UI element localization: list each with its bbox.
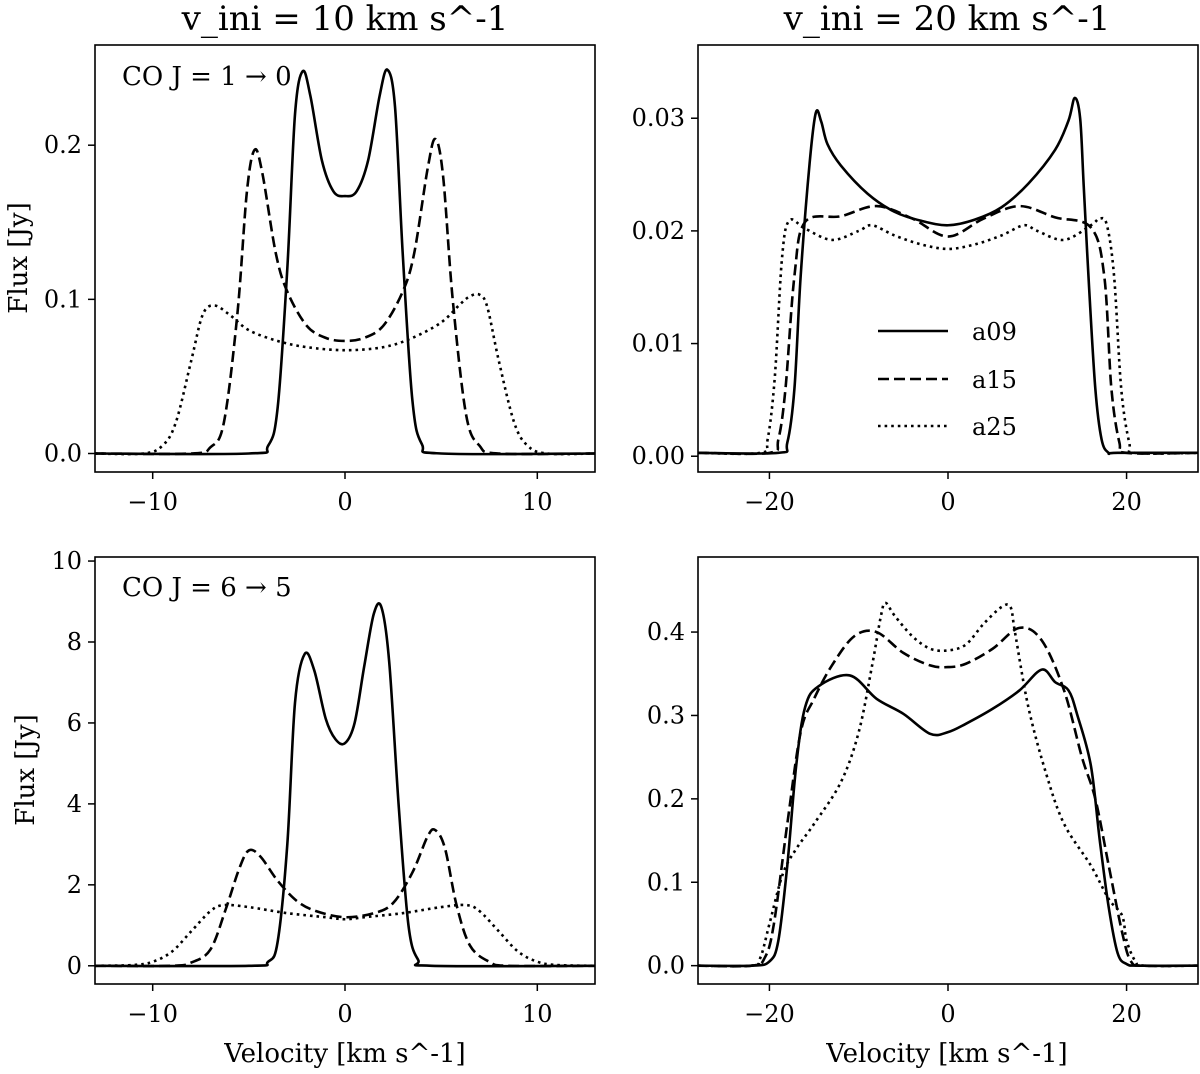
y-tick-label-bottom-right-2: 0.2 xyxy=(647,785,685,813)
y-tick-label-top-right-0: 0.00 xyxy=(632,442,685,470)
series-a25-bottom-left xyxy=(95,903,595,968)
series-a25-top-right xyxy=(698,216,1198,456)
y-tick-label-top-left-1: 0.1 xyxy=(44,285,82,313)
y-tick-label-bottom-left-3: 6 xyxy=(67,709,82,737)
y-tick-label-top-left-2: 0.2 xyxy=(44,131,82,159)
y-tick-label-top-right-2: 0.02 xyxy=(632,217,685,245)
x-tick-label-top-right-1: 0 xyxy=(940,488,955,516)
y-tick-label-bottom-left-0: 0 xyxy=(67,952,82,980)
x-tick-label-top-left-0: −10 xyxy=(127,488,178,516)
panel-top-left-frame xyxy=(94,44,596,473)
y-tick-label-bottom-left-2: 4 xyxy=(67,790,82,818)
y-tick-label-bottom-left-5: 10 xyxy=(51,547,82,575)
y-tick-label-bottom-left-1: 2 xyxy=(67,871,82,899)
legend: a09 a15 a25 xyxy=(878,318,1017,441)
y-tick-label-bottom-right-0: 0.0 xyxy=(647,952,685,980)
series-a15-bottom-left xyxy=(95,828,595,968)
series-a25-bottom-right xyxy=(698,601,1198,968)
x-tick-label-bottom-right-0: −20 xyxy=(744,1000,795,1028)
series-a25-top-left xyxy=(95,292,595,456)
series-a09-bottom-left xyxy=(95,602,595,968)
row-label-bottom: CO J = 6 → 5 xyxy=(122,573,292,603)
x-axis-label-left: Velocity [km s^-1] xyxy=(223,1039,465,1069)
y-axis-label-bottom: Flux [Jy] xyxy=(11,714,41,825)
series-a15-bottom-right xyxy=(698,626,1198,968)
legend-label-a25: a25 xyxy=(972,413,1017,441)
y-tick-label-top-left-0: 0.0 xyxy=(44,440,82,468)
x-tick-label-bottom-left-1: 0 xyxy=(337,1000,352,1028)
column-title-right: v_ini = 20 km s^-1 xyxy=(783,0,1111,39)
x-tick-label-bottom-left-2: 10 xyxy=(522,1000,553,1028)
y-tick-label-top-right-3: 0.03 xyxy=(632,104,685,132)
series-a09-top-left xyxy=(95,68,595,456)
row-label-top: CO J = 1 → 0 xyxy=(122,62,292,92)
y-tick-label-top-right-1: 0.01 xyxy=(632,330,685,358)
y-tick-label-bottom-left-4: 8 xyxy=(67,628,82,656)
series-a09-top-right xyxy=(698,96,1198,456)
x-tick-label-top-left-2: 10 xyxy=(522,488,553,516)
x-tick-label-bottom-right-2: 20 xyxy=(1111,1000,1142,1028)
y-tick-label-bottom-right-1: 0.1 xyxy=(647,868,685,896)
x-tick-label-bottom-left-0: −10 xyxy=(127,1000,178,1028)
y-tick-label-bottom-right-3: 0.3 xyxy=(647,701,685,729)
legend-label-a09: a09 xyxy=(972,318,1017,346)
x-axis-label-right: Velocity [km s^-1] xyxy=(825,1039,1067,1069)
x-tick-label-top-right-2: 20 xyxy=(1111,488,1142,516)
y-axis-label-top: Flux [Jy] xyxy=(4,202,34,313)
column-title-left: v_ini = 10 km s^-1 xyxy=(181,0,509,39)
series-a15-top-right xyxy=(698,204,1198,456)
y-tick-label-bottom-right-4: 0.4 xyxy=(647,618,685,646)
series-a09-bottom-right xyxy=(698,668,1198,968)
series-a15-top-left xyxy=(95,137,595,456)
x-tick-label-top-right-0: −20 xyxy=(744,488,795,516)
x-tick-label-top-left-1: 0 xyxy=(337,488,352,516)
legend-label-a15: a15 xyxy=(972,366,1017,394)
x-tick-label-bottom-right-1: 0 xyxy=(940,1000,955,1028)
